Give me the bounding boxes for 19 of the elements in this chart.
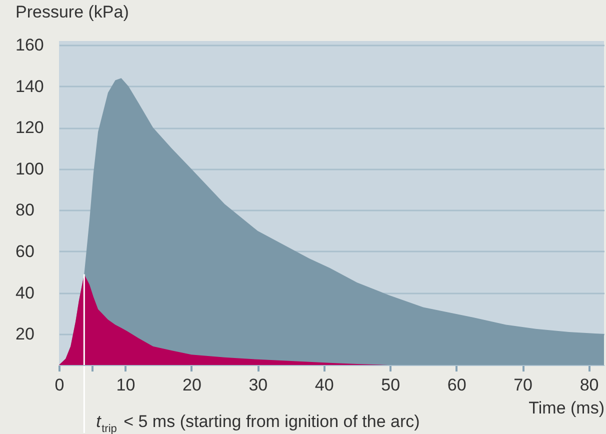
x-tick-label: 20 [182,376,202,394]
x-tick-label: 70 [514,376,533,394]
x-tick-label: 50 [381,376,400,394]
y-tick-label: 60 [16,242,34,261]
y-tick-label: 100 [16,159,44,178]
x-tick-label: 60 [447,376,466,394]
x-tick-label: 10 [116,376,136,394]
x-axis-title: Time (ms) [528,398,604,418]
y-tick-label: 160 [16,36,44,55]
x-tick-label: 40 [314,376,334,394]
y-axis-title: Pressure (kPa) [16,2,129,22]
y-tick-label: 40 [16,283,34,302]
y-tick-label: 120 [16,118,44,138]
x-tick-label: 0 [54,376,64,394]
y-tick-label: 140 [16,76,44,96]
x-tick-label: 30 [248,376,268,394]
y-tick-label: 80 [16,200,34,220]
x-tick-label: 80 [580,376,599,394]
y-tick-label: 20 [16,324,34,344]
